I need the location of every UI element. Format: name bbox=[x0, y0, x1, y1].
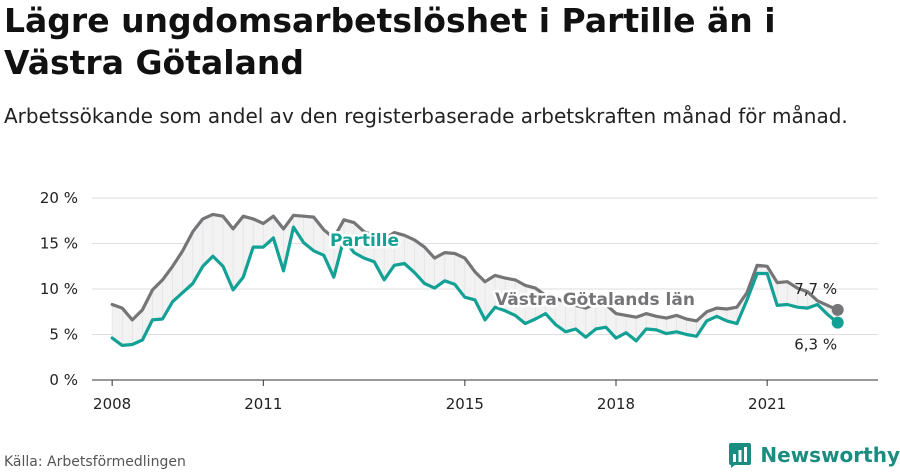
series-label-vastra-gotaland: Västra Götalands län bbox=[495, 290, 695, 310]
brand-name: Newsworthy bbox=[760, 443, 900, 467]
y-tick-label: 20 % bbox=[40, 189, 78, 207]
newsworthy-logo-icon bbox=[729, 443, 752, 468]
series-label-partille: Partille bbox=[330, 231, 399, 251]
y-tick-label: 5 % bbox=[49, 326, 78, 344]
difference-band bbox=[111, 214, 839, 346]
y-tick-label: 10 % bbox=[40, 280, 78, 298]
series-lines bbox=[110, 212, 844, 347]
x-tick-label: 2018 bbox=[597, 395, 635, 413]
series-label-vastra-gotaland-halo: Västra Götalands län bbox=[495, 290, 695, 310]
source-note: Källa: Arbetsförmedlingen bbox=[4, 454, 186, 470]
series-label-partille-halo: Partille bbox=[330, 231, 399, 251]
series-line-vastra-gotaland bbox=[110, 212, 840, 323]
x-tick-label: 2021 bbox=[748, 395, 786, 413]
end-label-partille: 6,3 % bbox=[794, 336, 837, 354]
chart-subtitle: Arbetssökande som andel av den registerb… bbox=[4, 104, 848, 128]
x-tick-label: 2008 bbox=[93, 395, 131, 413]
brand-logo[interactable]: Newsworthy bbox=[728, 440, 900, 470]
end-label-vastra-gotaland: 7,7 % bbox=[794, 280, 837, 298]
chart-title: Lägre ungdomsarbetslöshet i Partille än … bbox=[4, 1, 776, 82]
x-tick-label: 2015 bbox=[446, 395, 484, 413]
end-point-vastra-gotaland bbox=[831, 303, 844, 316]
y-tick-label: 0 % bbox=[49, 371, 78, 389]
line-chart: 0 % 5 % 10 % 15 % 20 % 2008 2011 2015 2018 2021 7… bbox=[40, 189, 878, 413]
series-line-partille bbox=[110, 225, 840, 347]
y-tick-label: 15 % bbox=[40, 235, 78, 253]
end-point-partille bbox=[831, 316, 844, 329]
axes: 0 % 5 % 10 % 15 % 20 % 2008 2011 2015 2018 2021 bbox=[40, 189, 878, 413]
x-tick-label: 2011 bbox=[244, 395, 282, 413]
